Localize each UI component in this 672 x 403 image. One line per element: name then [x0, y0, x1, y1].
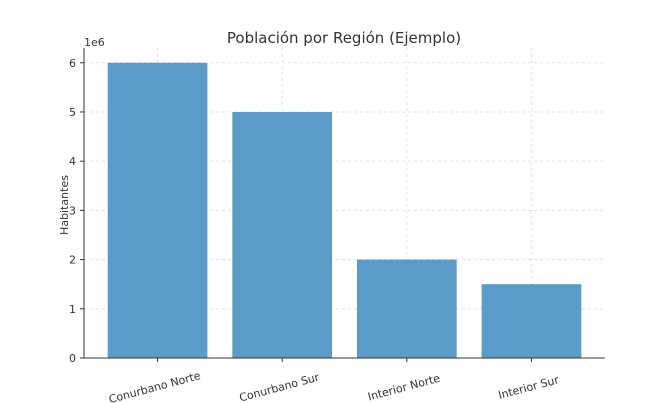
bar	[356, 259, 457, 358]
y-axis-offset-label: 1e6	[84, 36, 105, 49]
y-tick-label: 4	[69, 155, 76, 168]
y-tick-label: 1	[69, 303, 76, 316]
y-tick-label: 0	[69, 352, 76, 365]
x-tick-label: Conurbano Norte	[107, 369, 202, 403]
x-tick-label: Interior Sur	[497, 373, 561, 402]
y-axis-label: Habitantes	[58, 175, 71, 235]
bar	[232, 111, 333, 358]
y-tick-label: 5	[69, 106, 76, 119]
bar	[107, 62, 208, 359]
y-tick-label: 3	[69, 204, 76, 217]
x-tick-label: Conurbano Sur	[238, 371, 321, 403]
chart-title: Población por Región (Ejemplo)	[227, 29, 461, 47]
y-tick-label: 6	[69, 57, 76, 70]
bar	[481, 284, 582, 358]
y-tick-label: 2	[69, 254, 76, 267]
bars	[107, 62, 582, 359]
x-tick-label: Interior Norte	[366, 372, 441, 403]
